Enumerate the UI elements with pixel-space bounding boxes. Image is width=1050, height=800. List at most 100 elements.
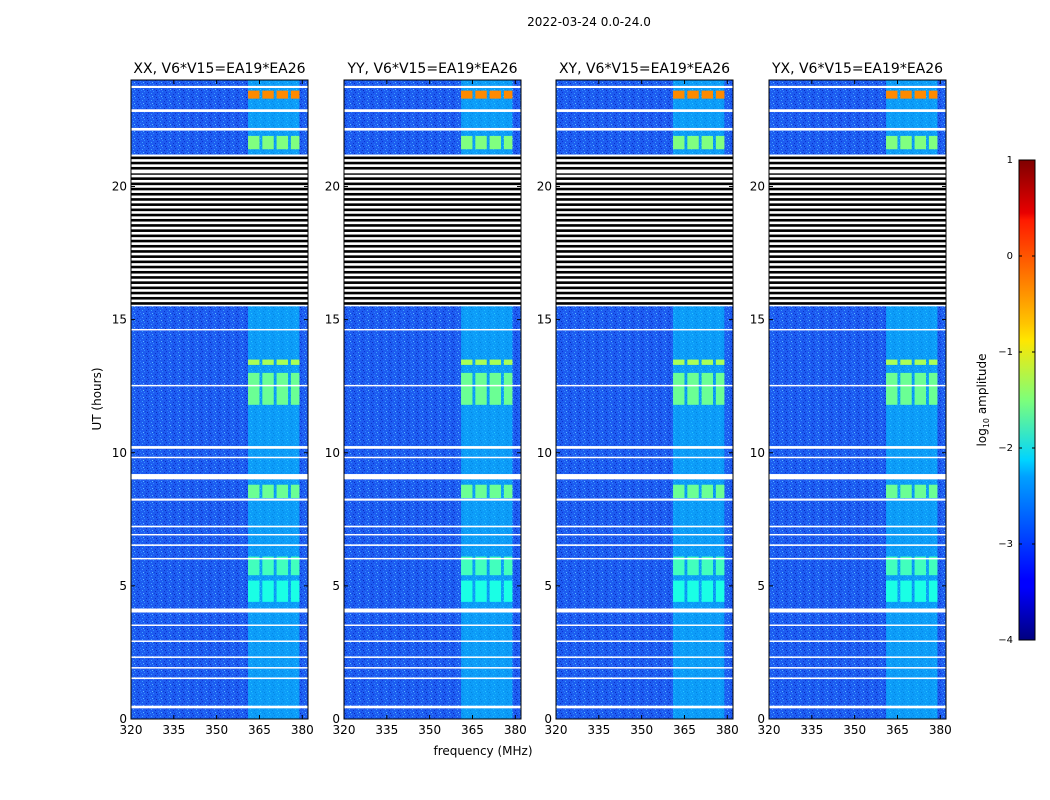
dropout-stripe <box>131 177 308 180</box>
colorbar-tick-label: −1 <box>998 347 1013 358</box>
flagged-range <box>769 525 946 528</box>
rfi-event-block <box>914 484 927 499</box>
flagged-range <box>769 109 946 112</box>
dropout-stripe <box>344 172 521 175</box>
flagged-range <box>769 640 946 642</box>
dropout-stripe <box>769 286 946 290</box>
rfi-event-block <box>900 90 912 99</box>
dropout-stripe <box>131 281 308 284</box>
rfi-event-block <box>503 580 513 602</box>
dropout-stripe <box>556 213 733 217</box>
dropout-stripe <box>344 224 521 227</box>
flagged-range <box>131 85 308 88</box>
dropout-stripe <box>769 270 946 274</box>
y-tick-label: 5 <box>332 579 340 593</box>
panel-frame <box>768 79 947 720</box>
dropout-stripe <box>344 229 521 232</box>
rfi-event-block <box>914 556 927 576</box>
rfi-event-block <box>276 556 289 576</box>
panel-yx: 320 335 350 365 380 0 5 10 15 20 YX, V6*V15=EA19*E… <box>750 61 952 737</box>
rfi-event-block <box>715 580 725 602</box>
dropout-stripe <box>131 187 308 191</box>
dropout-stripe <box>344 213 521 217</box>
flagged-range <box>131 456 308 459</box>
rfi-event-block <box>701 359 714 365</box>
flagged-range <box>344 85 521 88</box>
flagged-range <box>344 171 521 174</box>
rfi-event-block <box>914 372 927 405</box>
dropout-stripe <box>556 166 733 170</box>
rfi-event-block <box>489 580 502 602</box>
dropout-stripe <box>556 224 733 227</box>
flagged-range <box>131 498 308 501</box>
flagged-range <box>556 498 733 501</box>
flagged-range <box>344 127 521 131</box>
x-tick-label: 320 <box>545 723 568 737</box>
y-tick-label: 20 <box>112 180 127 194</box>
dropout-stripe <box>131 239 308 243</box>
dropout-stripe <box>344 276 521 279</box>
rfi-event-block <box>673 135 685 150</box>
flagged-range <box>131 544 308 546</box>
dropout-stripe <box>131 203 308 206</box>
rfi-event-block <box>276 90 289 99</box>
rfi-event-block <box>886 484 898 499</box>
flagged-range <box>769 667 946 669</box>
flagged-range <box>131 624 308 626</box>
rfi-event-block <box>290 556 300 576</box>
rfi-event-block <box>886 556 898 576</box>
rfi-event-block <box>248 484 260 499</box>
dropout-stripe <box>344 291 521 295</box>
dropout-stripe <box>344 182 521 186</box>
flagged-range <box>344 474 521 480</box>
dropout-stripe <box>556 198 733 201</box>
y-tick-label: 20 <box>537 180 552 194</box>
panel-xx: 320 335 350 365 380 0 5 10 15 20 XX, V6*V15=EA19*E… <box>112 61 314 737</box>
dropout-stripe <box>344 234 521 238</box>
rfi-event-block <box>673 90 685 99</box>
rfi-event-block <box>262 90 274 99</box>
dropout-stripe <box>344 255 521 258</box>
panel-frame <box>130 79 309 720</box>
dropout-stripe <box>556 276 733 279</box>
dropout-stripe <box>556 192 733 196</box>
dropout-stripe <box>131 182 308 186</box>
rfi-event-block <box>461 484 473 499</box>
y-tick-label: 10 <box>112 446 127 460</box>
rfi-event-block <box>503 359 513 365</box>
y-tick-label: 5 <box>757 579 765 593</box>
rfi-event-block <box>290 372 300 405</box>
rfi-event-block <box>701 135 714 150</box>
colorbar-tick-label: −3 <box>998 539 1013 550</box>
rfi-event-block <box>914 90 927 99</box>
dropout-stripe <box>556 296 733 300</box>
flagged-range <box>556 328 733 331</box>
flagged-range <box>131 705 308 709</box>
rfi-event-block <box>886 580 898 602</box>
rfi-event-block <box>900 580 912 602</box>
rfi-event-block <box>914 580 927 602</box>
rfi-event-block <box>914 359 927 365</box>
dropout-stripe <box>131 250 308 253</box>
dropout-stripe <box>344 239 521 243</box>
flagged-range <box>556 608 733 613</box>
flagged-range <box>344 533 521 536</box>
rfi-event-block <box>276 484 289 499</box>
flagged-range <box>344 498 521 501</box>
dropout-stripes <box>344 156 521 305</box>
flagged-range <box>344 525 521 528</box>
y-tick-label: 0 <box>332 712 340 726</box>
colorbar-ticks: 1 0 −1 −2 −3 −4 <box>998 155 1035 646</box>
rfi-event-block <box>475 359 487 365</box>
rfi-event-block <box>928 556 938 576</box>
rfi-event-block <box>914 135 927 150</box>
flagged-range <box>131 640 308 642</box>
y-tick-label: 0 <box>544 712 552 726</box>
dropout-stripe <box>769 187 946 191</box>
flagged-range <box>131 656 308 658</box>
flagged-range <box>769 474 946 480</box>
flagged-range <box>344 328 521 331</box>
panel-frame <box>555 79 734 720</box>
rfi-event-block <box>475 90 487 99</box>
dropout-stripe <box>344 166 521 170</box>
